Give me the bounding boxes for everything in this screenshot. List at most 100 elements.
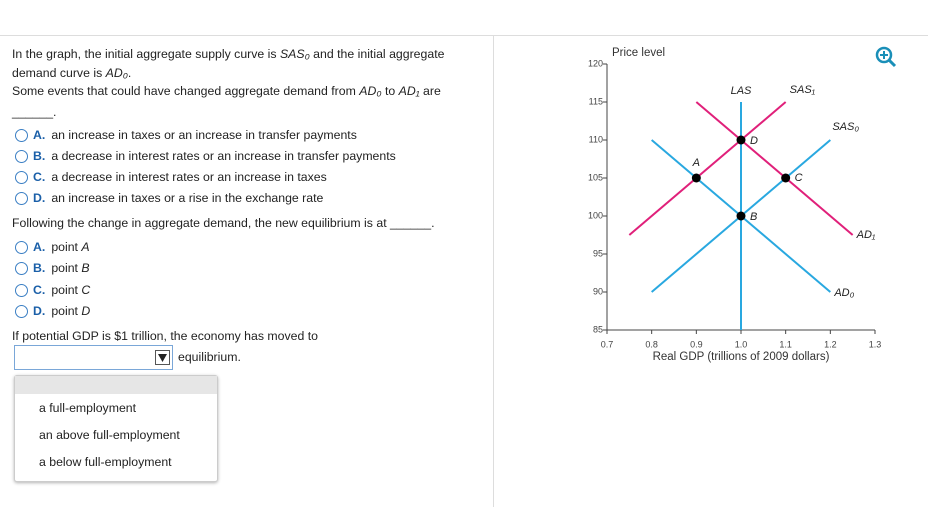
radio-button[interactable] xyxy=(15,129,28,142)
y-axis-title: Price level xyxy=(612,47,665,59)
curve-label: AD₀ xyxy=(833,287,854,299)
option-letter: D. xyxy=(33,191,46,205)
dropdown-option-text: a full-employment xyxy=(39,401,137,415)
question-stem: If potential GDP is $1 trillion, the eco… xyxy=(12,329,318,343)
y-tick-label: 110 xyxy=(589,134,603,144)
radio-button[interactable] xyxy=(15,192,28,205)
option-letter: B. xyxy=(33,261,46,276)
answer-option[interactable]: D. point D xyxy=(33,304,90,318)
radio-button[interactable] xyxy=(15,150,28,163)
dropdown-option[interactable]: a full-employment xyxy=(39,401,136,415)
stem-text: to xyxy=(381,84,399,98)
curve xyxy=(628,101,787,236)
question-stem: Following the change in aggregate demand… xyxy=(12,216,434,230)
option-letter: D. xyxy=(33,303,46,318)
y-tick-label: 90 xyxy=(593,286,603,296)
y-tick-label: 95 xyxy=(593,248,603,258)
equilibrium-point xyxy=(736,211,746,221)
y-tick-label: 120 xyxy=(588,58,603,68)
curve-label: AD₁ xyxy=(856,229,876,241)
panel-divider xyxy=(493,36,494,507)
x-tick-label: 0.9 xyxy=(690,339,703,349)
point-label: B xyxy=(750,211,757,223)
stem-text: AD₁ xyxy=(398,84,420,98)
answer-option[interactable]: A. point A xyxy=(33,240,90,254)
radio-button[interactable] xyxy=(15,262,28,276)
answer-option[interactable]: D. an increase in taxes or a rise in the … xyxy=(33,191,323,205)
radio-button[interactable] xyxy=(15,304,28,318)
radio-button[interactable] xyxy=(15,283,28,297)
y-tick-label: 100 xyxy=(588,210,603,220)
equilibrium-point xyxy=(736,135,746,145)
point-label: A xyxy=(692,157,700,169)
answer-option[interactable]: A. an increase in taxes or an increase in… xyxy=(33,128,357,142)
y-tick-label: 105 xyxy=(588,172,603,182)
option-text: A xyxy=(81,240,90,254)
option-text: point xyxy=(51,303,82,318)
intro-text: SAS₀ xyxy=(279,47,310,61)
question-intro: In the graph, the initial aggregate supp… xyxy=(12,45,482,83)
top-border xyxy=(0,35,928,36)
option-letter: B. xyxy=(33,149,46,163)
curve-label: SAS₀ xyxy=(832,121,859,133)
answer-option[interactable]: C. a decrease in interest rates or an inc… xyxy=(33,170,327,184)
intro-text: . xyxy=(127,66,132,80)
blank: ______. xyxy=(12,105,57,119)
blank: ______. xyxy=(390,216,435,230)
dropdown-option-text: an above full-employment xyxy=(39,428,180,442)
option-letter: A. xyxy=(33,240,46,254)
x-tick-label: 1.1 xyxy=(779,339,792,349)
intro-text: In the graph, the initial aggregate supp… xyxy=(12,47,280,61)
x-tick-label: 1.3 xyxy=(869,339,882,349)
option-text: C xyxy=(81,282,91,297)
x-axis-title: Real GDP (trillions of 2009 dollars) xyxy=(653,351,830,363)
dropdown-option[interactable]: an above full-employment xyxy=(39,428,180,442)
zoom-handle[interactable] xyxy=(887,58,897,68)
option-text: a decrease in interest rates or an incre… xyxy=(51,170,327,184)
radio-button[interactable] xyxy=(15,241,28,254)
question-stem: Some events that could have changed aggr… xyxy=(12,84,441,98)
option-text: D xyxy=(81,303,91,318)
stem-text: Following the change in aggregate demand… xyxy=(12,216,391,230)
option-text: B xyxy=(81,261,90,276)
x-tick-label: 1.0 xyxy=(735,339,748,349)
answer-option[interactable]: C. point C xyxy=(33,283,90,297)
dropdown-option[interactable]: a below full-employment xyxy=(39,455,172,469)
point-label: C xyxy=(795,172,803,184)
caret-arrow xyxy=(158,354,167,362)
equilibrium-point xyxy=(781,173,791,183)
option-letter: C. xyxy=(33,282,46,297)
option-letter: A. xyxy=(33,128,46,142)
y-tick-label: 85 xyxy=(593,324,603,334)
answer-option[interactable]: B. point B xyxy=(33,261,90,275)
curve-label: LAS xyxy=(731,85,752,97)
curve-label: SAS₁ xyxy=(790,84,816,96)
stem-text: If potential GDP is $1 trillion, the eco… xyxy=(12,329,318,343)
stem-text: are xyxy=(419,84,441,98)
intro-text: AD₀ xyxy=(105,66,128,80)
suffix-text: equilibrium. xyxy=(178,350,241,364)
option-letter: C. xyxy=(33,170,46,184)
answer-select[interactable] xyxy=(14,345,173,370)
x-tick-label: 0.8 xyxy=(645,339,658,349)
option-text: point xyxy=(51,240,82,254)
zoom-circle[interactable] xyxy=(875,46,893,64)
answer-option[interactable]: B. a decrease in interest rates or an inc… xyxy=(33,149,396,163)
option-text: a decrease in interest rates or an incre… xyxy=(51,149,396,163)
radio-button[interactable] xyxy=(15,171,28,184)
x-tick-label: 1.2 xyxy=(824,339,837,349)
select-suffix: equilibrium. xyxy=(178,350,241,364)
option-text: point xyxy=(51,261,82,276)
option-text: point xyxy=(51,282,82,297)
x-tick-label: 0.7 xyxy=(601,339,614,349)
point-label: D xyxy=(750,135,758,147)
answer-blank: ______. xyxy=(12,105,56,119)
equilibrium-point xyxy=(691,173,701,183)
option-text: an increase in taxes or a rise in the ex… xyxy=(51,191,324,205)
dropdown-highlight xyxy=(15,376,217,394)
dropdown-option-text: a below full-employment xyxy=(39,455,172,469)
curve xyxy=(695,101,854,236)
intro-text: and the initial aggregate demand curve i… xyxy=(12,47,445,80)
zoom-icon[interactable] xyxy=(875,46,897,68)
